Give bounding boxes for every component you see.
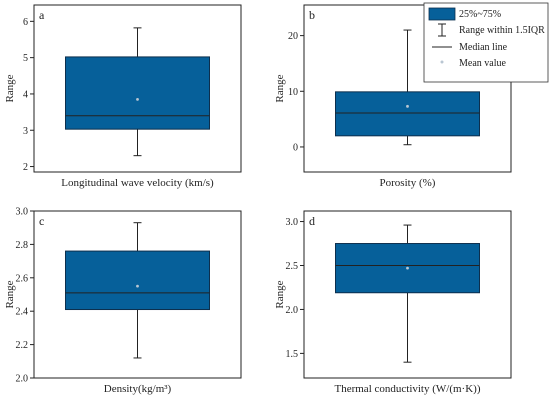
x-axis-label: Longitudinal wave velocity (km/s): [61, 177, 214, 189]
y-tick-label: 3.0: [16, 207, 29, 218]
y-tick-label: 10: [288, 87, 298, 98]
iqr-box: [335, 91, 480, 137]
plot-frame: [303, 210, 512, 379]
y-tick-label: 2.4: [16, 307, 29, 318]
y-tick-label: 2.0: [286, 305, 299, 316]
panel-a: 2 3 4 5 6a Longitudinal wave velocity (km/s) R…: [4, 4, 242, 189]
panel-label: d: [309, 214, 315, 228]
legend-mean-symbol: [440, 60, 444, 64]
y-tick-label: 3: [23, 126, 28, 137]
panel-label: c: [39, 214, 44, 228]
legend-whisker-symbol: [438, 23, 446, 37]
y-axis-label: Range: [274, 280, 286, 308]
y-axis-label: Range: [4, 74, 16, 102]
iqr-box: [65, 56, 210, 130]
y-tick-label: 2: [23, 162, 28, 173]
mean-point: [136, 97, 139, 101]
y-tick-label: 4: [23, 89, 28, 100]
y-tick-label: 0: [293, 142, 298, 153]
plot-frame: [33, 210, 242, 379]
y-tick-label: 6: [23, 17, 28, 28]
y-axis-label: Range: [4, 280, 16, 308]
panel-d: 1.5 2.0 2.5 3.0 d Thermal conductivity (W/(m·…: [274, 210, 512, 395]
y-tick-label: 2.0: [16, 374, 29, 385]
panel-label: b: [309, 8, 315, 22]
iqr-box: [65, 250, 210, 311]
panel-c: 2.0 2.2 2.4 2.6 2.8 3.0 c Density(kg/m³) Range: [4, 207, 242, 395]
x-axis-label: Thermal conductivity (W/(m·K)): [334, 383, 480, 395]
y-tick-label: 1.5: [286, 349, 299, 360]
x-axis-label: Porosity (%): [380, 177, 436, 189]
plot-frame: [33, 4, 242, 173]
y-tick-label: 2.6: [16, 273, 29, 284]
panel-b: 0 10 20 b Porosity (%) Range: [274, 4, 512, 189]
y-tick-label: 20: [288, 31, 298, 42]
y-tick-label: 2.2: [16, 340, 29, 351]
legend-median-label: Median line: [459, 42, 508, 53]
legend-mean-label: Mean value: [459, 58, 506, 69]
y-axis-label: Range: [274, 74, 286, 102]
legend: 25%~75% Range within 1.5IQR Median line …: [423, 2, 549, 83]
y-tick-label: 5: [23, 53, 28, 64]
legend-box-swatch: [428, 7, 456, 21]
mean-point: [136, 284, 139, 288]
mean-point: [406, 266, 409, 270]
legend-box-label: 25%~75%: [459, 9, 501, 20]
plot-frame: [303, 4, 512, 173]
panel-label: a: [39, 8, 45, 22]
mean-point: [406, 104, 409, 108]
y-tick-label: 3.0: [286, 217, 299, 228]
y-tick-label: 2.5: [286, 261, 299, 272]
y-tick-label: 2.8: [16, 240, 29, 251]
x-axis-label: Density(kg/m³): [104, 383, 172, 395]
legend-whisker-label: Range within 1.5IQR: [459, 25, 545, 36]
